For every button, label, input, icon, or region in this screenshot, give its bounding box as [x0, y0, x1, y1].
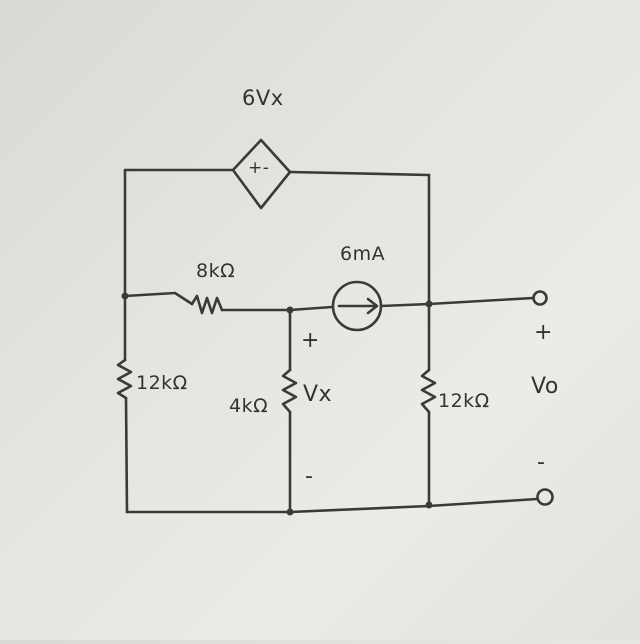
- dependent-source-label: 6Vx: [242, 86, 284, 110]
- junction-node: [425, 501, 433, 509]
- current-source-label: 6mA: [340, 243, 386, 265]
- resistor-8k-icon: [190, 294, 224, 315]
- junction-node: [121, 292, 129, 300]
- wire-bottom: [125, 497, 539, 514]
- junction-node: [425, 300, 433, 308]
- dependent-source-polarity: +-: [248, 158, 270, 178]
- wire-to-current-source: [288, 305, 334, 312]
- resistor-4k-icon: [281, 368, 298, 414]
- current-arrow-icon: [337, 297, 379, 315]
- vo-plus-sign: +: [534, 320, 553, 345]
- junction-node: [286, 508, 294, 516]
- wire-from-current-source: [379, 302, 431, 308]
- vo-minus-sign: -: [537, 450, 546, 475]
- resistor-12k-left-icon: [116, 358, 133, 400]
- dependent-voltage-source-icon: [231, 138, 292, 210]
- vx-plus-sign: +: [301, 328, 320, 353]
- vx-label: Vx: [303, 382, 333, 407]
- wire-top-right: [288, 170, 431, 177]
- vx-minus-sign: -: [305, 464, 314, 489]
- resistor-8k-label: 8kΩ: [196, 260, 236, 282]
- junction-node: [286, 306, 294, 314]
- wire-mid-left: [123, 291, 194, 306]
- wire-left-bottom: [124, 396, 129, 514]
- output-terminal-top-icon: [532, 290, 548, 306]
- wire-output-top: [427, 296, 535, 306]
- resistor-12k-left-label: 12kΩ: [136, 372, 188, 394]
- resistor-4k-label: 4kΩ: [229, 395, 269, 417]
- resistor-12k-right-icon: [420, 368, 437, 414]
- resistor-12k-right-label: 12kΩ: [438, 390, 490, 412]
- output-terminal-bottom-icon: [536, 488, 554, 506]
- vo-label: Vo: [531, 374, 559, 399]
